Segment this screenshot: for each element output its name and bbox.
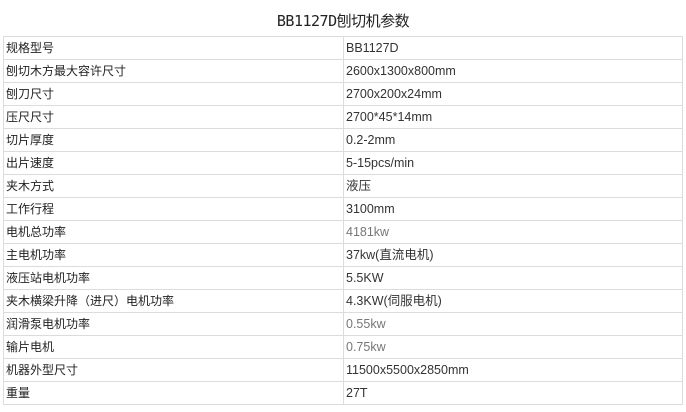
param-label: 主电机功率 [3, 243, 344, 267]
param-label: 重量 [3, 381, 344, 405]
param-value: 5-15pcs/min [343, 151, 683, 175]
param-value: 4181kw [343, 220, 683, 244]
param-label: 切片厚度 [3, 128, 344, 152]
param-label: 夹木横梁升降（进尺）电机功率 [3, 289, 344, 313]
param-label: 工作行程 [3, 197, 344, 221]
param-value: 37kw(直流电机) [343, 243, 683, 267]
parameters-table: 规格型号 BB1127D 刨切木方最大容许尺寸 2600x1300x800mm 刨刀尺寸… [3, 36, 683, 405]
param-label: 液压站电机功率 [3, 266, 344, 290]
page-title: BB1127D刨切机参数 [276, 12, 410, 30]
param-label: 夹木方式 [3, 174, 344, 198]
param-value: 11500x5500x2850mm [343, 358, 683, 382]
param-value: BB1127D [343, 36, 683, 60]
table-row: 刨切木方最大容许尺寸 2600x1300x800mm [3, 59, 683, 83]
table-row: 压尺尺寸 2700*45*14mm [3, 105, 683, 129]
table-row: 润滑泵电机功率 0.55kw [3, 312, 683, 336]
table-row: 主电机功率 37kw(直流电机) [3, 243, 683, 267]
table-row: 切片厚度 0.2-2mm [3, 128, 683, 152]
param-value: 0.2-2mm [343, 128, 683, 152]
param-value: 2700x200x24mm [343, 82, 683, 106]
table-row: 输片电机 0.75kw [3, 335, 683, 359]
table-row: 出片速度 5-15pcs/min [3, 151, 683, 175]
table-row: 规格型号 BB1127D [3, 36, 683, 60]
param-value: 3100mm [343, 197, 683, 221]
param-value: 0.55kw [343, 312, 683, 336]
table-row: 工作行程 3100mm [3, 197, 683, 221]
param-label: 刨切木方最大容许尺寸 [3, 59, 344, 83]
param-value: 2700*45*14mm [343, 105, 683, 129]
param-label: 输片电机 [3, 335, 344, 359]
table-row: 刨刀尺寸 2700x200x24mm [3, 82, 683, 106]
table-row: 电机总功率 4181kw [3, 220, 683, 244]
param-label: 出片速度 [3, 151, 344, 175]
table-row: 夹木横梁升降（进尺）电机功率 4.3KW(伺服电机) [3, 289, 683, 313]
param-value: 5.5KW [343, 266, 683, 290]
param-label: 压尺尺寸 [3, 105, 344, 129]
param-label: 机器外型尺寸 [3, 358, 344, 382]
param-label: 电机总功率 [3, 220, 344, 244]
table-row: 液压站电机功率 5.5KW [3, 266, 683, 290]
param-value: 27T [343, 381, 683, 405]
param-label: 刨刀尺寸 [3, 82, 344, 106]
table-row: 机器外型尺寸 11500x5500x2850mm [3, 358, 683, 382]
param-label: 润滑泵电机功率 [3, 312, 344, 336]
table-row: 夹木方式 液压 [3, 174, 683, 198]
param-value: 液压 [343, 174, 683, 198]
param-value: 2600x1300x800mm [343, 59, 683, 83]
param-label: 规格型号 [3, 36, 344, 60]
param-value: 4.3KW(伺服电机) [343, 289, 683, 313]
table-row: 重量 27T [3, 381, 683, 405]
param-value: 0.75kw [343, 335, 683, 359]
